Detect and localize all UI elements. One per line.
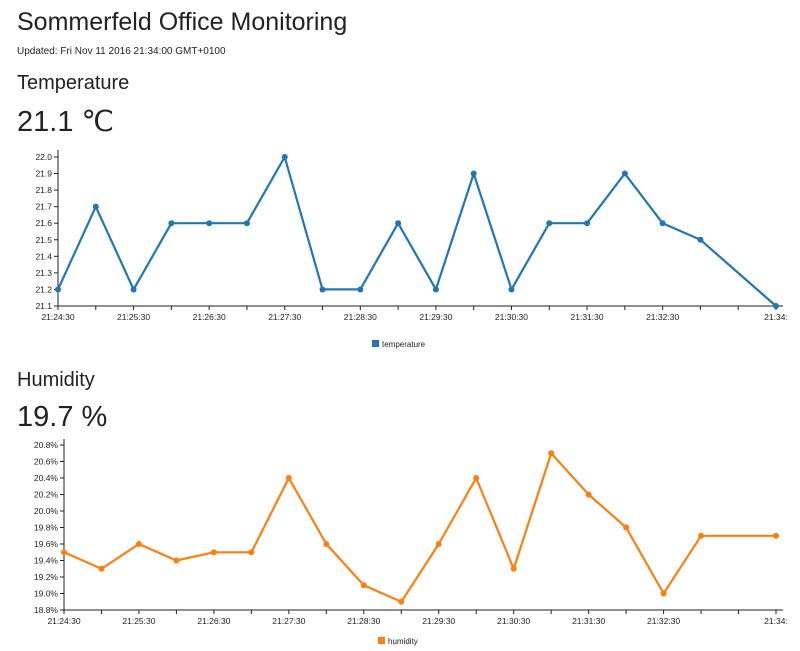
x-tick-label: 21:31:30 — [571, 312, 604, 322]
data-point — [623, 524, 630, 531]
x-tick-label: 21:24:30 — [47, 616, 80, 626]
humidity-current-value: 19.7 % — [17, 401, 107, 434]
temperature-chart: 21.1 21.2 21.3 21.4 21.5 21.6 21.7 21.8 21.9 22.0… — [35, 150, 788, 349]
data-point — [435, 541, 442, 547]
data-point — [248, 549, 255, 556]
data-point — [473, 475, 480, 481]
x-tick-label: 21:34: — [764, 616, 788, 626]
data-point — [395, 220, 402, 227]
humidity-heading: Humidity — [17, 369, 95, 391]
data-point — [210, 549, 217, 556]
y-tick-label: 19.8% — [34, 523, 59, 533]
data-point — [206, 220, 213, 227]
y-tick-label: 21.9 — [35, 169, 52, 179]
temperature-unit: ℃ — [81, 106, 115, 138]
data-point — [173, 557, 180, 564]
data-point — [470, 170, 477, 177]
x-tick-label: 21:28:30 — [344, 312, 377, 322]
y-tick-label: 19.0% — [34, 589, 59, 599]
y-tick-label: 19.4% — [34, 556, 59, 566]
data-point — [323, 541, 330, 547]
legend-swatch — [378, 637, 385, 644]
y-tick-label: 21.7 — [35, 202, 52, 212]
data-point — [319, 286, 326, 293]
data-point — [398, 598, 405, 605]
temperature-heading: Temperature — [17, 72, 130, 94]
x-tick-label: 21:31:30 — [572, 616, 605, 626]
x-tick-label: 21:25:30 — [122, 616, 155, 626]
data-point — [98, 565, 105, 572]
y-tick-label: 21.4 — [35, 251, 52, 261]
y-tick-label: 20.0% — [34, 506, 59, 516]
data-point — [285, 475, 292, 481]
temperature-value: 21.1 — [17, 106, 74, 138]
temperature-current-value: 21.1 ℃ — [17, 104, 114, 139]
y-tick-label: 18.8% — [34, 605, 59, 615]
y-tick-label: 21.3 — [35, 268, 52, 278]
x-tick-label: 21:27:30 — [268, 312, 301, 322]
humidity-chart: 18.8% 19.0% 19.2% 19.4% 19.6% 19.8% 20.0% 20.2%… — [34, 439, 788, 646]
data-point — [510, 565, 517, 572]
y-tick-label: 20.8% — [34, 440, 59, 450]
x-tick-label: 21:26:30 — [193, 312, 226, 322]
y-tick-label: 21.5 — [35, 235, 52, 245]
data-point — [546, 220, 553, 227]
data-point — [773, 303, 779, 309]
page-title: Sommerfeld Office Monitoring — [17, 8, 348, 36]
y-tick-label: 21.1 — [35, 301, 52, 311]
data-point — [508, 286, 515, 293]
data-point — [360, 582, 367, 589]
x-tick-label: 21:29:30 — [422, 616, 455, 626]
y-tick-label: 22.0 — [35, 152, 52, 162]
legend-label: temperature — [382, 340, 426, 349]
series-line-temperature — [56, 155, 777, 307]
y-tick-label: 21.8 — [35, 185, 52, 195]
x-tick-label: 21:30:30 — [497, 616, 530, 626]
x-tick-label: 21:27:30 — [272, 616, 305, 626]
data-point — [357, 286, 364, 293]
data-point — [55, 286, 61, 293]
x-tick-label: 21:34: — [764, 312, 788, 322]
data-point — [281, 154, 288, 160]
data-point — [584, 220, 591, 227]
legend-swatch — [372, 340, 379, 347]
updated-timestamp: Updated: Fri Nov 11 2016 21:34:00 GMT+01… — [17, 46, 226, 57]
data-point — [659, 220, 666, 227]
data-point — [585, 491, 592, 498]
y-tick-label: 20.4% — [34, 473, 59, 483]
x-tick-label: 21:25:30 — [117, 312, 150, 322]
x-tick-label: 21:29:30 — [419, 312, 452, 322]
y-tick-label: 20.6% — [34, 457, 59, 467]
y-tick-label: 19.6% — [34, 539, 59, 549]
y-tick-label: 21.2 — [35, 284, 52, 294]
data-point — [621, 170, 628, 177]
data-point — [548, 450, 555, 457]
x-tick-label: 21:30:30 — [495, 312, 528, 322]
humidity-value: 19.7 — [17, 401, 74, 433]
data-point — [773, 532, 779, 539]
x-tick-label: 21:32:30 — [646, 312, 679, 322]
legend-label: humidity — [388, 637, 418, 646]
data-point — [660, 590, 667, 597]
data-point — [92, 203, 99, 210]
data-point — [243, 220, 250, 227]
data-point — [432, 286, 439, 293]
y-tick-label: 20.2% — [34, 490, 59, 500]
y-tick-label: 21.6 — [35, 218, 52, 228]
data-point — [135, 541, 142, 547]
data-point — [168, 220, 175, 227]
series-line-humidity — [63, 452, 776, 603]
data-point — [61, 549, 67, 556]
y-tick-label: 19.2% — [34, 572, 59, 582]
data-point — [130, 286, 137, 293]
humidity-unit: % — [81, 401, 108, 433]
data-point — [697, 236, 704, 243]
x-tick-label: 21:24:30 — [41, 312, 74, 322]
data-point — [698, 532, 705, 539]
x-tick-label: 21:26:30 — [197, 616, 230, 626]
x-tick-label: 21:28:30 — [347, 616, 380, 626]
x-tick-label: 21:32:30 — [647, 616, 680, 626]
